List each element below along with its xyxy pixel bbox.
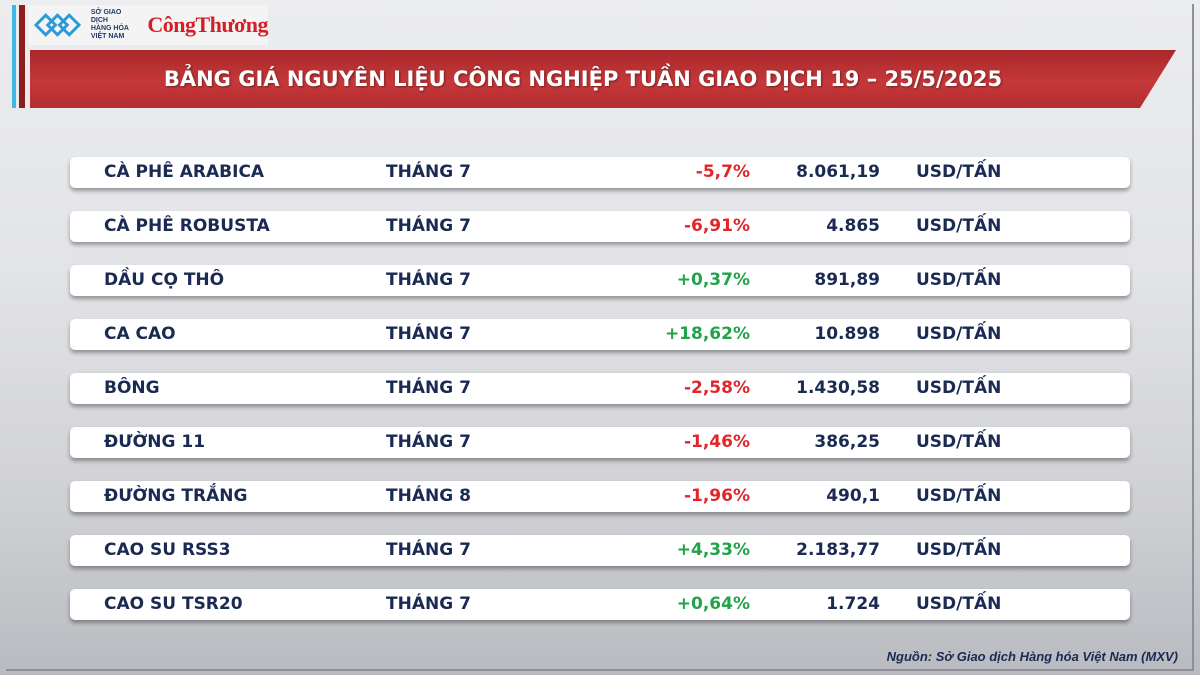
table-row: BÔNG THÁNG 7 -2,58% 1.430,58 USD/TẤN: [70, 373, 1130, 404]
logo: SỞ GIAO DỊCH HÀNG HÓA VIỆT NAM CôngThươn…: [28, 5, 268, 45]
contract-month: THÁNG 7: [386, 432, 471, 452]
weekly-change: -6,91%: [683, 216, 750, 236]
weekly-change: -1,96%: [683, 486, 750, 506]
price: 2.183,77: [796, 540, 880, 560]
contract-month: THÁNG 7: [386, 162, 471, 182]
unit: USD/TẤN: [916, 378, 1002, 398]
contract-month: THÁNG 7: [386, 378, 471, 398]
accent-bar-blue: [12, 5, 16, 108]
commodity-name: BÔNG: [104, 378, 160, 398]
commodity-name: CA CAO: [104, 324, 176, 344]
price: 891,89: [814, 270, 880, 290]
unit: USD/TẤN: [916, 324, 1002, 344]
commodity-name: CÀ PHÊ ARABICA: [104, 162, 265, 182]
contract-month: THÁNG 7: [386, 324, 471, 344]
commodity-name: CAO SU TSR20: [104, 594, 243, 614]
price: 4.865: [826, 216, 880, 236]
contract-month: THÁNG 7: [386, 270, 471, 290]
table-row: CÀ PHÊ ROBUSTA THÁNG 7 -6,91% 4.865 USD/TẤN: [70, 211, 1130, 242]
weekly-change: +0,64%: [676, 594, 750, 614]
table-row: ĐƯỜNG TRẮNG THÁNG 8 -1,96% 490,1 USD/TẤN: [70, 481, 1130, 512]
table-row: CAO SU TSR20 THÁNG 7 +0,64% 1.724 USD/TẤN: [70, 589, 1130, 620]
commodity-name: ĐƯỜNG 11: [104, 432, 206, 452]
price: 8.061,19: [796, 162, 880, 182]
contract-month: THÁNG 7: [386, 540, 471, 560]
price: 386,25: [814, 432, 880, 452]
contract-month: THÁNG 8: [386, 486, 471, 506]
mxv-line: HÀNG HÓA: [90, 25, 129, 32]
commodity-name: CAO SU RSS3: [104, 540, 231, 560]
weekly-change: -2,58%: [683, 378, 750, 398]
price: 10.898: [814, 324, 880, 344]
mxv-line: SỞ GIAO DỊCH: [90, 9, 122, 24]
unit: USD/TẤN: [916, 594, 1002, 614]
title-banner: BẢNG GIÁ NGUYÊN LIỆU CÔNG NGHIỆP TUẦN GI…: [30, 50, 1176, 108]
weekly-change: +4,33%: [676, 540, 750, 560]
weekly-change: -5,7%: [695, 162, 750, 182]
table-row: CAO SU RSS3 THÁNG 7 +4,33% 2.183,77 USD/TẤN: [70, 535, 1130, 566]
unit: USD/TẤN: [916, 540, 1002, 560]
price: 490,1: [826, 486, 880, 506]
unit: USD/TẤN: [916, 432, 1002, 452]
contract-month: THÁNG 7: [386, 594, 471, 614]
table-row: CA CAO THÁNG 7 +18,62% 10.898 USD/TẤN: [70, 319, 1130, 350]
congthuong-logo: CôngThương: [147, 12, 268, 37]
weekly-change: +0,37%: [676, 270, 750, 290]
unit: USD/TẤN: [916, 162, 1002, 182]
commodity-name: DẦU CỌ THÔ: [104, 270, 225, 290]
source-note: Nguồn: Sở Giao dịch Hàng hóa Việt Nam (M…: [886, 649, 1178, 664]
unit: USD/TẤN: [916, 270, 1002, 290]
table-row: CÀ PHÊ ARABICA THÁNG 7 -5,7% 8.061,19 USD/TẤ…: [70, 157, 1130, 188]
mxv-logo-icon: [34, 13, 82, 37]
mxv-line: VIỆT NAM: [90, 33, 125, 40]
unit: USD/TẤN: [916, 486, 1002, 506]
unit: USD/TẤN: [916, 216, 1002, 236]
contract-month: THÁNG 7: [386, 216, 471, 236]
table-row: ĐƯỜNG 11 THÁNG 7 -1,46% 386,25 USD/TẤN: [70, 427, 1130, 458]
price: 1.724: [826, 594, 880, 614]
commodity-name: CÀ PHÊ ROBUSTA: [104, 216, 270, 236]
accent-bar-red: [19, 5, 25, 108]
commodity-name: ĐƯỜNG TRẮNG: [104, 486, 248, 506]
table-row: DẦU CỌ THÔ THÁNG 7 +0,37% 891,89 USD/TẤN: [70, 265, 1130, 296]
price: 1.430,58: [796, 378, 880, 398]
page-title: BẢNG GIÁ NGUYÊN LIỆU CÔNG NGHIỆP TUẦN GI…: [163, 67, 1003, 91]
frame: [6, 4, 1194, 671]
weekly-change: -1,46%: [683, 432, 750, 452]
weekly-change: +18,62%: [664, 324, 750, 344]
mxv-name: SỞ GIAO DỊCH HÀNG HÓA VIỆT NAM: [91, 9, 139, 41]
